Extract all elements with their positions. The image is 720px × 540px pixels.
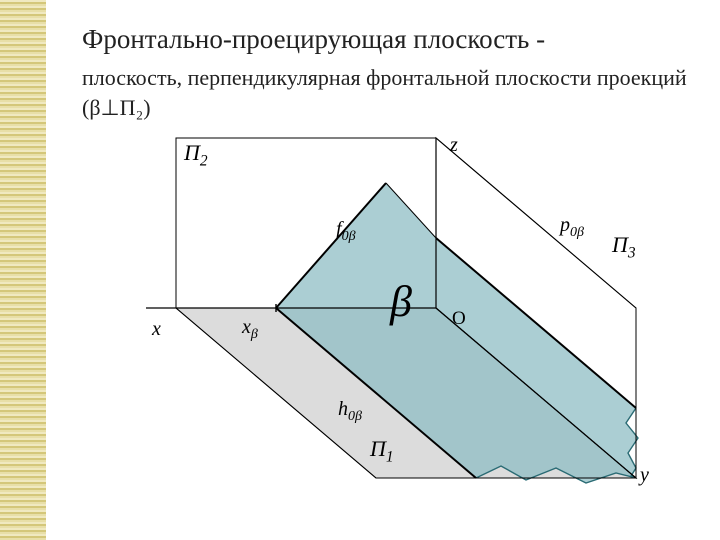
label-x: x (152, 318, 161, 341)
label-P3: П3 (612, 232, 636, 262)
page-subtitle: плоскость, перпендикулярная фронтальной … (82, 63, 690, 122)
label-y: y (640, 464, 649, 487)
label-P1: П1 (370, 436, 394, 466)
label-P2: П2 (184, 140, 208, 170)
label-f0b: f0β (336, 218, 356, 245)
label-xb: xβ (242, 316, 258, 343)
slide-content: Фронтально-проецирующая плоскость - плос… (46, 0, 720, 540)
page-title: Фронтально-проецирующая плоскость - (82, 24, 690, 55)
diagram: П2 z x y О xβ f0β p0β h0β П1 П3 β (106, 128, 666, 498)
label-O: О (452, 308, 466, 330)
decorative-side-strip (0, 0, 46, 540)
label-z: z (450, 134, 458, 157)
label-h0b: h0β (338, 398, 362, 425)
label-p0b: p0β (560, 214, 584, 241)
beta-symbol: β (390, 276, 412, 327)
